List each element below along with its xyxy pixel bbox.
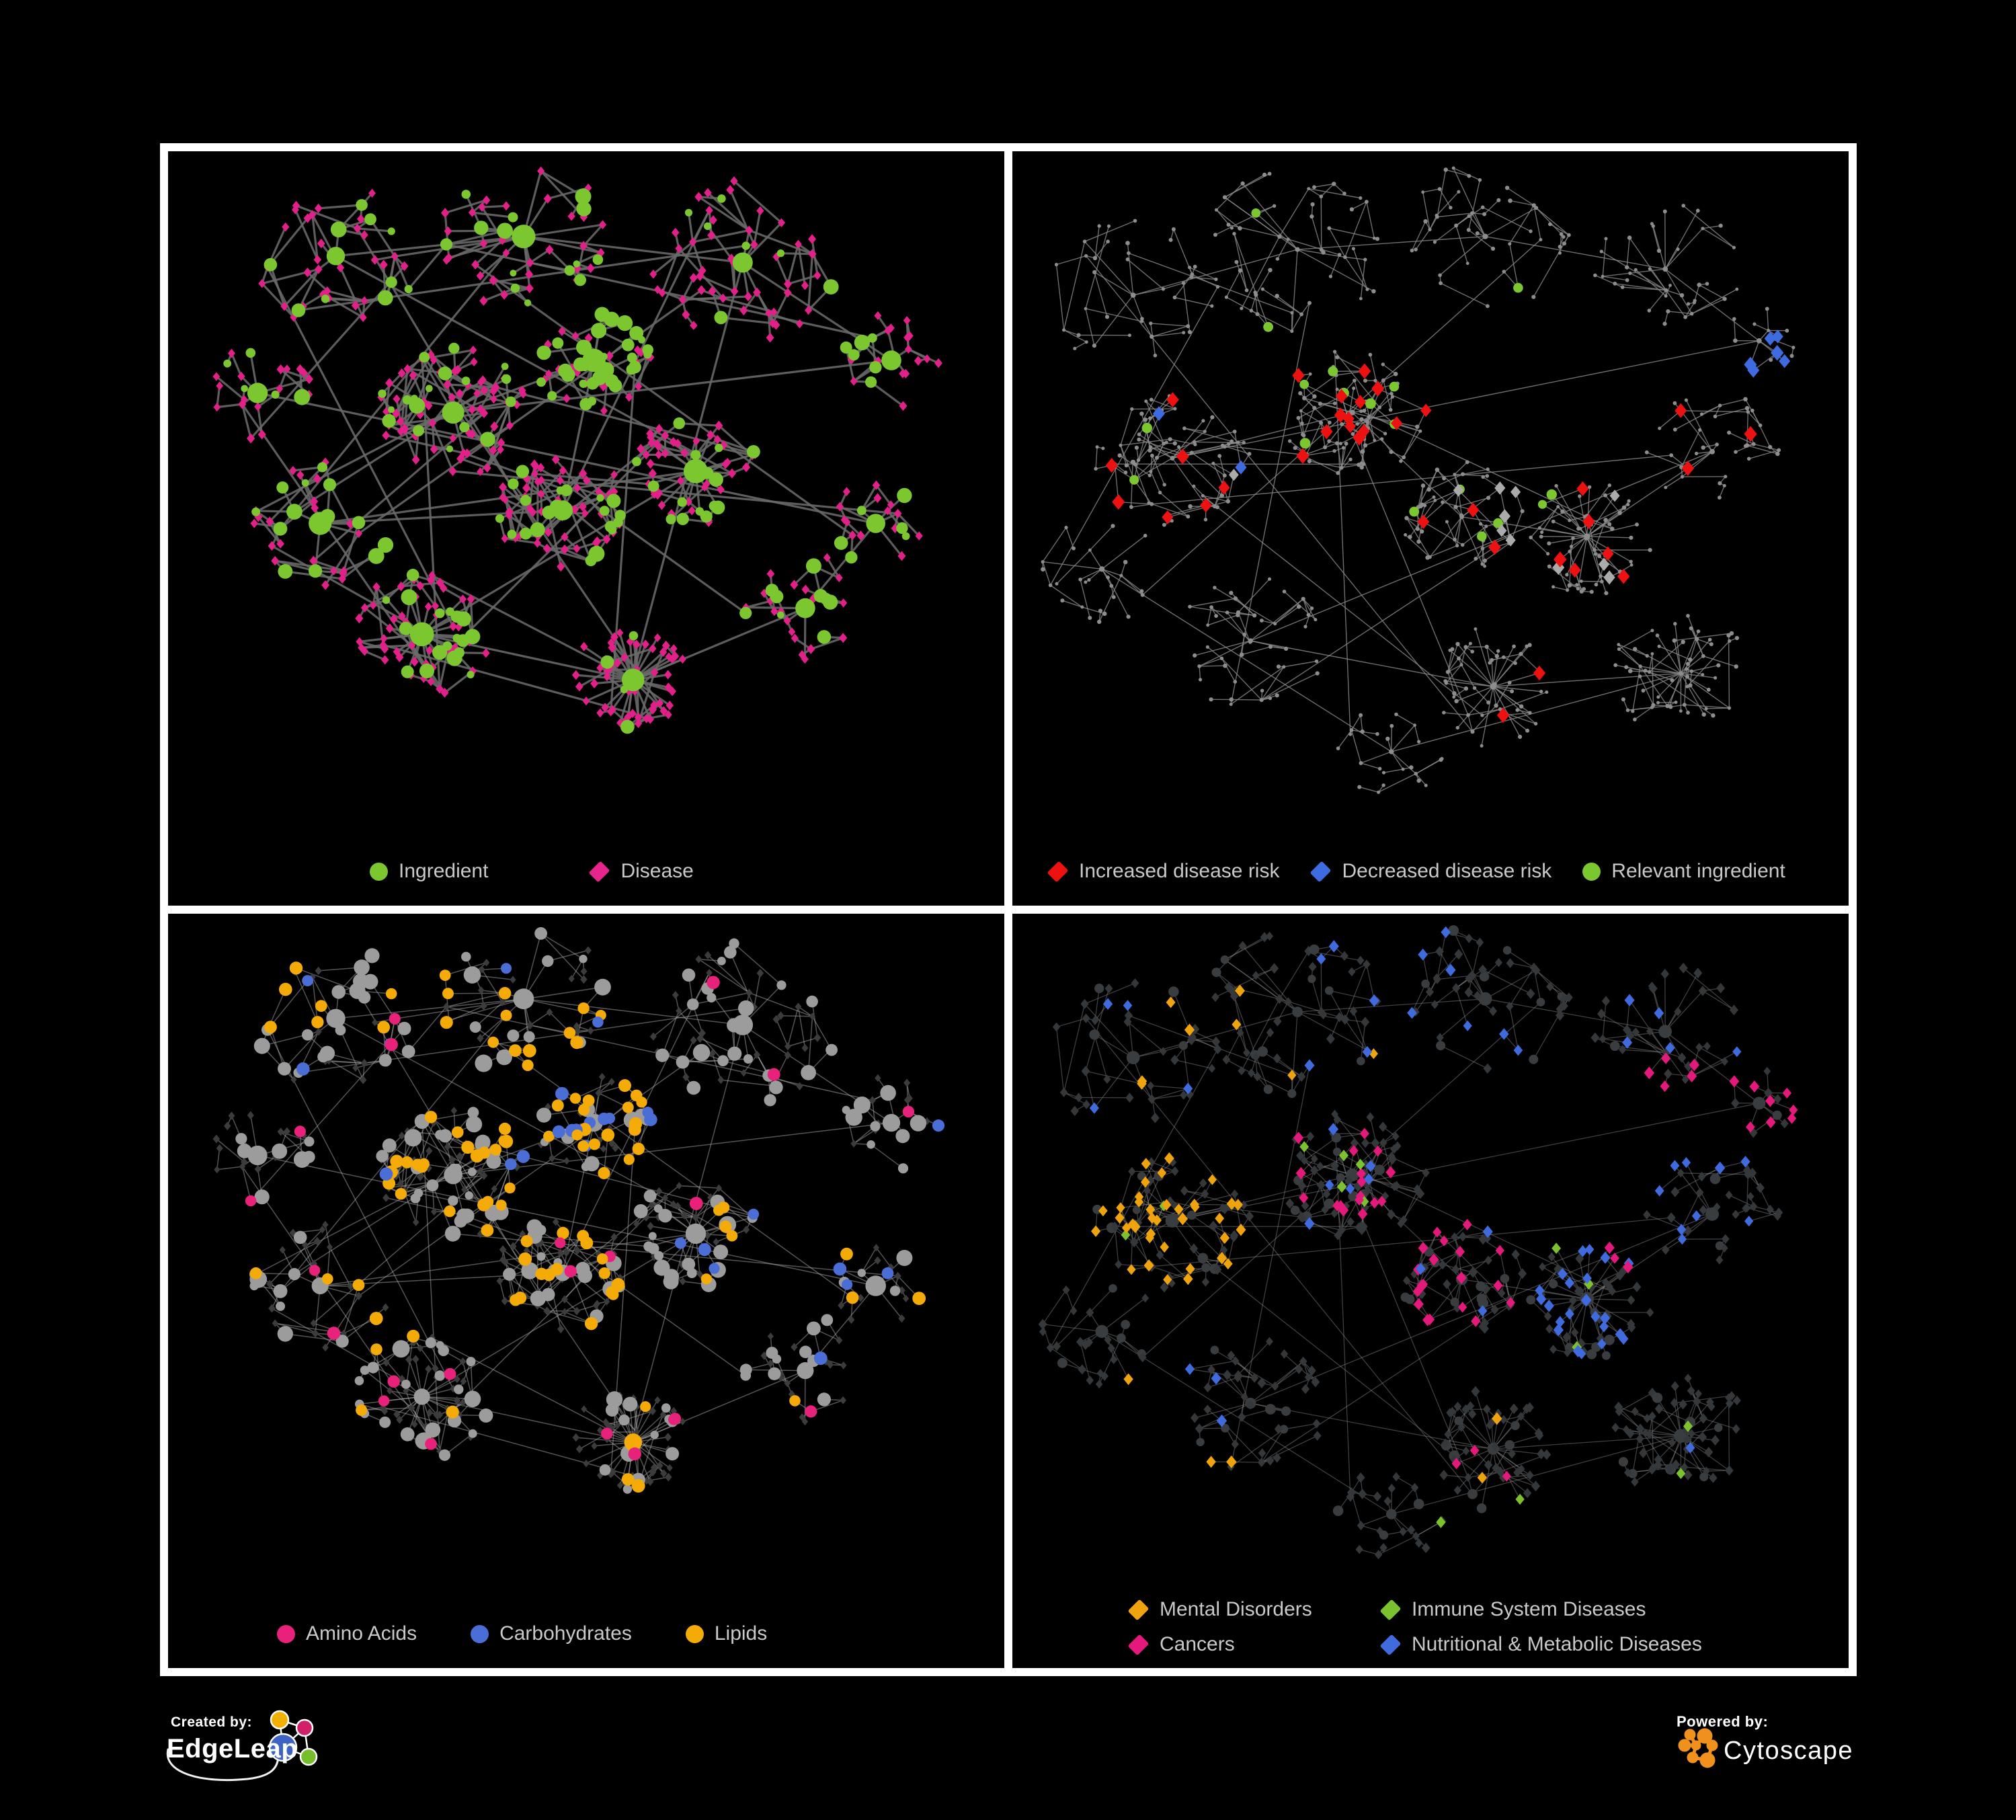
panel-ingredient-disease: Ingredient Disease: [168, 151, 1004, 906]
legend-marker-diamond: [1379, 1599, 1402, 1620]
legend-label: Amino Acids: [306, 1622, 417, 1645]
legend-label: Increased disease risk: [1079, 860, 1280, 882]
legend-item: Lipids: [685, 1622, 768, 1645]
cytoscape-logo: Powered by: Cytoscape: [1677, 1713, 1853, 1768]
legend-label: Carbohydrates: [499, 1622, 632, 1645]
legend-marker-circle: [277, 1624, 295, 1643]
legend-marker-diamond: [1310, 861, 1332, 882]
legend-label: Relevant ingredient: [1611, 860, 1785, 882]
legend-label: Nutritional & Metabolic Diseases: [1412, 1633, 1702, 1655]
legend-item: Amino Acids: [277, 1622, 417, 1645]
legend-item: Ingredient: [370, 860, 488, 883]
legend-marker-circle: [471, 1624, 489, 1643]
legend-marker-circle: [1582, 862, 1601, 881]
edgeleap-swoosh: [166, 1748, 280, 1782]
panel-grid: Ingredient Disease Increased disease risk…: [160, 143, 1857, 1676]
legend-item: Disease: [588, 860, 694, 883]
panel-disease-risk: Increased disease risk Decreased disease …: [1012, 151, 1849, 906]
legend-marker-diamond: [588, 861, 610, 882]
legend-item: Nutritional & Metabolic Diseases: [1379, 1633, 1702, 1656]
legend-ingredient-disease: Ingredient Disease: [168, 860, 694, 883]
legend-item: Carbohydrates: [471, 1622, 632, 1645]
powered-by-label: Powered by:: [1677, 1713, 1768, 1730]
legend-label: Lipids: [714, 1622, 768, 1645]
panel-disease-categories: Mental Disorders Immune System Diseases Ca…: [1012, 914, 1849, 1668]
legend-marker-circle: [370, 862, 388, 881]
network-disease-risk: [1041, 166, 1796, 794]
legend-item: Cancers: [1127, 1633, 1380, 1656]
created-by-label: Created by:: [171, 1714, 252, 1730]
legend-label: Ingredient: [399, 860, 489, 882]
legend-marker-diamond: [1047, 861, 1069, 882]
network-disease-categories: [1038, 925, 1798, 1560]
legend-label: Decreased disease risk: [1342, 860, 1552, 882]
network-nutrient-classes: [212, 927, 945, 1495]
legend-marker-circle: [685, 1624, 704, 1643]
legend-nutrient-classes: Amino Acids Carbohydrates Lipids: [168, 1622, 767, 1645]
edgeleap-logo: Created by: EdgeLeap: [166, 1710, 318, 1782]
legend-marker-diamond: [1127, 1599, 1150, 1620]
legend-disease-categories: Mental Disorders Immune System Diseases Ca…: [1012, 1598, 1702, 1656]
panel-nutrient-classes: Amino Acids Carbohydrates Lipids: [168, 914, 1004, 1668]
legend-item: Increased disease risk: [1047, 860, 1279, 883]
legend-item: Relevant ingredient: [1582, 860, 1785, 883]
legend-item: Mental Disorders: [1127, 1598, 1380, 1621]
legend-item: Decreased disease risk: [1310, 860, 1551, 883]
legend-label: Cancers: [1160, 1633, 1235, 1655]
legend-disease-risk: Increased disease risk Decreased disease …: [1012, 860, 1785, 883]
legend-item: Immune System Diseases: [1379, 1598, 1702, 1621]
legend-label: Immune System Diseases: [1412, 1598, 1646, 1620]
network-ingredient-disease: [212, 166, 942, 734]
cytoscape-wordmark: Cytoscape: [1724, 1737, 1853, 1765]
legend-label: Disease: [620, 860, 694, 882]
legend-marker-diamond: [1379, 1634, 1402, 1655]
legend-label: Mental Disorders: [1160, 1598, 1312, 1620]
cytoscape-network-icon: [1678, 1728, 1718, 1768]
legend-marker-diamond: [1127, 1634, 1150, 1655]
edgeleap-wordmark: EdgeLeap: [167, 1734, 298, 1764]
edgeleap-network-icon: [268, 1710, 318, 1766]
